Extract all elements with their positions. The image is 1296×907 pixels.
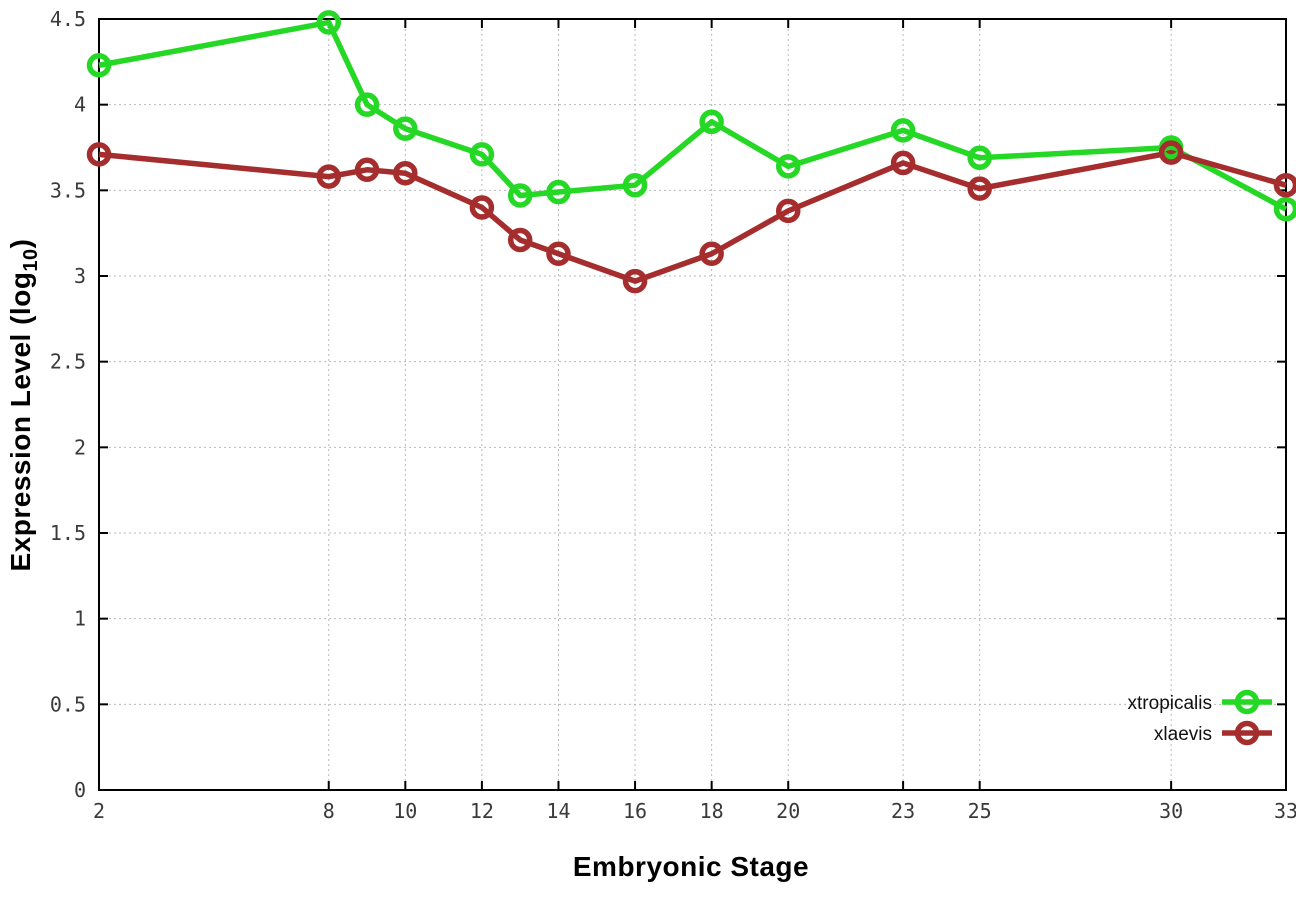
x-tick-label: 18 bbox=[700, 799, 724, 823]
data-point-xtropicalis bbox=[699, 109, 724, 135]
x-tick-label: 30 bbox=[1159, 799, 1183, 823]
series-line-xtropicalis bbox=[98, 19, 1288, 212]
series-plot-area bbox=[86, 10, 1296, 294]
data-point-xlaevis bbox=[967, 176, 992, 201]
x-tick-label: 12 bbox=[470, 799, 494, 823]
gridlines bbox=[99, 19, 1286, 790]
data-point-xtropicalis bbox=[469, 142, 495, 167]
data-point-xlaevis bbox=[354, 157, 380, 183]
y-tick-label: 1 bbox=[74, 607, 86, 631]
y-tick-labels: 0 0.5 1 1.5 2 2.5 3 3.5 4 4.5 bbox=[50, 7, 86, 802]
data-point-xlaevis bbox=[86, 142, 112, 167]
y-axis-title: Expression Level (log10) bbox=[5, 239, 42, 572]
y-tick-label: 4 bbox=[74, 93, 86, 117]
x-tick-label: 2 bbox=[93, 799, 105, 823]
series-line-xlaevis bbox=[98, 149, 1287, 284]
data-point-xtropicalis bbox=[354, 92, 380, 117]
x-tick-label: 23 bbox=[891, 799, 915, 823]
y-tick-label: 0 bbox=[74, 778, 86, 802]
data-point-xlaevis bbox=[546, 241, 571, 266]
y-tick-label: 3 bbox=[74, 264, 86, 288]
data-point-xtropicalis bbox=[546, 179, 571, 205]
y-tick-label: 1.5 bbox=[50, 521, 86, 545]
data-point-xlaevis bbox=[469, 195, 495, 220]
y-axis-title-close-paren: ) bbox=[5, 239, 36, 249]
x-tick-label: 14 bbox=[546, 799, 570, 823]
y-tick-label: 3.5 bbox=[50, 178, 86, 202]
legend-marker-xtropicalis bbox=[1234, 689, 1260, 715]
y-axis-title-main: Expression Level (log bbox=[5, 272, 36, 572]
data-point-xtropicalis bbox=[622, 172, 648, 198]
data-point-xlaevis bbox=[507, 227, 533, 253]
legend-label-xtropicalis: xtropicalis bbox=[1128, 693, 1212, 714]
plot-border bbox=[98, 18, 1287, 791]
data-point-xlaevis bbox=[1158, 140, 1184, 165]
data-point-xlaevis bbox=[393, 160, 418, 186]
y-tick-label: 2 bbox=[74, 435, 86, 459]
y-tick-label: 4.5 bbox=[50, 7, 86, 31]
legend: xtropicalis xlaevis bbox=[1128, 689, 1272, 746]
data-point-xlaevis bbox=[622, 268, 648, 294]
data-point-xtropicalis bbox=[507, 183, 533, 208]
data-point-xtropicalis bbox=[775, 154, 801, 179]
data-point-xtropicalis bbox=[890, 118, 916, 143]
data-point-xtropicalis bbox=[316, 10, 341, 35]
data-point-xtropicalis bbox=[967, 145, 992, 171]
y-axis-title-subscript: 10 bbox=[20, 248, 42, 271]
x-axis-title: Embryonic Stage bbox=[573, 851, 809, 882]
x-tick-label: 8 bbox=[323, 799, 335, 823]
x-tick-label: 10 bbox=[393, 799, 417, 823]
legend-marker-samples bbox=[1222, 689, 1272, 746]
data-point-xlaevis bbox=[699, 241, 724, 266]
x-tick-label: 25 bbox=[968, 799, 992, 823]
data-point-xtropicalis bbox=[86, 53, 112, 78]
x-tick-label: 33 bbox=[1274, 799, 1296, 823]
y-tick-label: 0.5 bbox=[50, 692, 86, 716]
y-tick-label: 2.5 bbox=[50, 350, 86, 374]
data-point-xlaevis bbox=[316, 164, 341, 189]
data-point-xlaevis bbox=[890, 150, 916, 176]
x-tick-labels: 2 8 10 12 14 16 18 20 23 25 30 33 bbox=[93, 799, 1296, 823]
data-point-xtropicalis bbox=[393, 116, 418, 141]
axis-ticks bbox=[98, 18, 1287, 791]
legend-marker-xlaevis bbox=[1234, 720, 1260, 746]
data-point-xlaevis bbox=[775, 198, 801, 224]
x-tick-label: 20 bbox=[776, 799, 800, 823]
legend-label-xlaevis: xlaevis bbox=[1154, 724, 1212, 745]
x-tick-label: 16 bbox=[623, 799, 647, 823]
